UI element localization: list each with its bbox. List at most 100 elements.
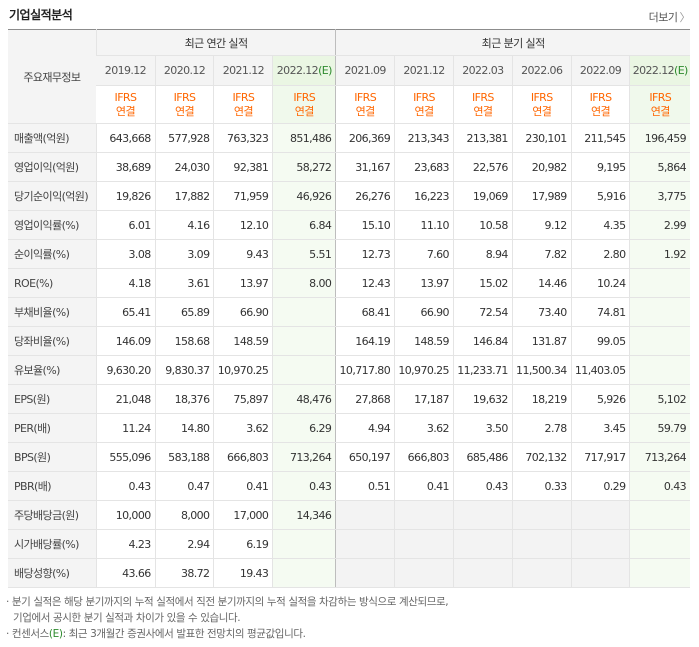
table-cell: 717,917 [570, 442, 630, 472]
table-cell: 763,323 [213, 123, 273, 153]
table-cell: 65.41 [95, 297, 156, 327]
table-cell: 5,864 [629, 152, 690, 182]
chevron-right-icon[interactable]: 〉 [679, 11, 691, 24]
table-cell [272, 529, 336, 559]
table-cell: 31,167 [335, 152, 395, 182]
table-cell: 92,381 [213, 152, 273, 182]
table-cell [272, 297, 336, 327]
table-cell [272, 355, 336, 385]
table-row: 시가배당률(%) 4.23 2.94 6.19 [8, 529, 690, 559]
table-cell [629, 355, 690, 385]
table-cell: 26,276 [335, 181, 395, 211]
consolidated-label: 연결 [294, 104, 315, 118]
table-cell: 38.72 [154, 558, 214, 588]
row-label: PBR(배) [8, 471, 97, 501]
table-row: BPS(원) 555,096 583,188 666,803 713,264 650,19… [8, 442, 690, 472]
table-row: 주당배당금(원) 10,000 8,000 17,000 14,346 [8, 500, 690, 530]
table-cell: 10.58 [452, 210, 513, 240]
table-cell [570, 529, 630, 559]
more-link-label[interactable]: 더보기 [648, 11, 678, 24]
ifrs-label: IFRS [413, 90, 435, 104]
period-label: 2022.12 [632, 64, 675, 77]
table-cell: 24,030 [154, 152, 214, 182]
table-cell: 0.51 [335, 471, 395, 501]
table-cell: 12.73 [335, 239, 395, 269]
row-label: 시가배당률(%) [8, 529, 97, 559]
estimate-marker: (E) [674, 64, 688, 77]
table-cell: 577,928 [154, 123, 214, 153]
table-cell [335, 558, 395, 588]
table-cell: 19,632 [452, 384, 513, 414]
table-cell: 18,376 [154, 384, 214, 414]
consolidated-label: 연결 [473, 104, 493, 118]
ifrs-label: IFRS [173, 90, 196, 104]
table-cell: 3,775 [629, 181, 690, 211]
table-cell: 13.97 [213, 268, 273, 298]
table-cell: 713,264 [272, 442, 336, 472]
table-cell: 851,486 [272, 123, 336, 153]
table-cell: 11.24 [95, 413, 156, 443]
table-cell: 27,868 [335, 384, 395, 414]
period-label: 2020.12 [163, 64, 206, 77]
table-cell: 6.29 [272, 413, 336, 443]
table-cell: 0.43 [95, 471, 156, 501]
table-cell: 7.60 [394, 239, 454, 269]
period-header: 2021.12 [213, 55, 273, 86]
row-label: 당좌비율(%) [8, 326, 97, 356]
consolidated-label: 연결 [175, 104, 195, 118]
table-cell: 2.94 [154, 529, 214, 559]
table-cell: 148.59 [394, 326, 454, 356]
row-label: 당기순이익(억원) [8, 181, 97, 211]
table-cell: 9,195 [570, 152, 630, 182]
ifrs-header: IFRS 연결 [570, 85, 630, 124]
table-cell: 4.18 [95, 268, 156, 298]
table-cell: 12.43 [335, 268, 395, 298]
table-cell: 6.19 [213, 529, 273, 559]
period-label: 2022.03 [462, 64, 504, 77]
table-cell: 9,830.37 [154, 355, 214, 385]
table-cell [629, 326, 690, 356]
ifrs-label: IFRS [649, 90, 672, 104]
footnote-2: · 컨센서스(E): 최근 3개월간 증권사에서 발표한 전망치의 평균값입니다… [6, 626, 686, 642]
table-cell [629, 558, 690, 588]
table-head: 주요재무정보 최근 연간 실적 최근 분기 실적 2019.12 2020.12 2… [8, 29, 690, 124]
footnote-2-estimate: (E) [48, 628, 63, 640]
table-cell: 3.45 [570, 413, 630, 443]
more-link[interactable]: 더보기 〉 [648, 9, 691, 25]
table-cell [452, 558, 513, 588]
period-header: 2022.12(E) [629, 55, 690, 86]
row-header-label: 주요재무정보 [8, 29, 97, 124]
table-cell: 68.41 [335, 297, 395, 327]
period-header: 2022.06 [511, 55, 572, 86]
table-cell: 583,188 [154, 442, 214, 472]
period-header: 2022.12(E) [272, 55, 336, 86]
table-cell [511, 500, 572, 530]
ifrs-label: IFRS [114, 90, 137, 104]
footnotes: · 분기 실적은 해당 분기까지의 누적 실적에서 직전 분기까지의 누적 실적… [6, 594, 686, 642]
consolidated-label: 연결 [650, 104, 671, 118]
table-cell: 14.80 [154, 413, 214, 443]
table-cell [394, 500, 454, 530]
ifrs-label: IFRS [232, 90, 255, 104]
table-cell: 12.10 [213, 210, 273, 240]
table-cell: 0.41 [394, 471, 454, 501]
table-cell: 10,000 [95, 500, 156, 530]
financial-table: 주요재무정보 최근 연간 실적 최근 분기 실적 2019.12 2020.12 2… [8, 29, 690, 588]
period-row: 2019.12 2020.12 2021.12 2022.12(E) 2021.09 20… [8, 55, 690, 86]
table-cell: 10.24 [570, 268, 630, 298]
period-label: 2019.12 [104, 64, 147, 77]
row-label: 주당배당금(원) [8, 500, 97, 530]
table-cell: 2.78 [511, 413, 572, 443]
table-cell: 20,982 [511, 152, 572, 182]
row-label: 유보율(%) [8, 355, 97, 385]
table-row: 매출액(억원) 643,668 577,928 763,323 851,486 206,3… [8, 123, 690, 153]
table-cell: 5.51 [272, 239, 336, 269]
table-cell: 4.35 [570, 210, 630, 240]
table-row: 당좌비율(%) 146.09 158.68 148.59 164.19 148.59 146… [8, 326, 690, 356]
table-cell: 11.10 [394, 210, 454, 240]
row-label: PER(배) [8, 413, 97, 443]
table-cell: 72.54 [452, 297, 513, 327]
table-cell: 14,346 [272, 500, 336, 530]
table-cell: 66.90 [213, 297, 273, 327]
table-cell: 17,989 [511, 181, 572, 211]
